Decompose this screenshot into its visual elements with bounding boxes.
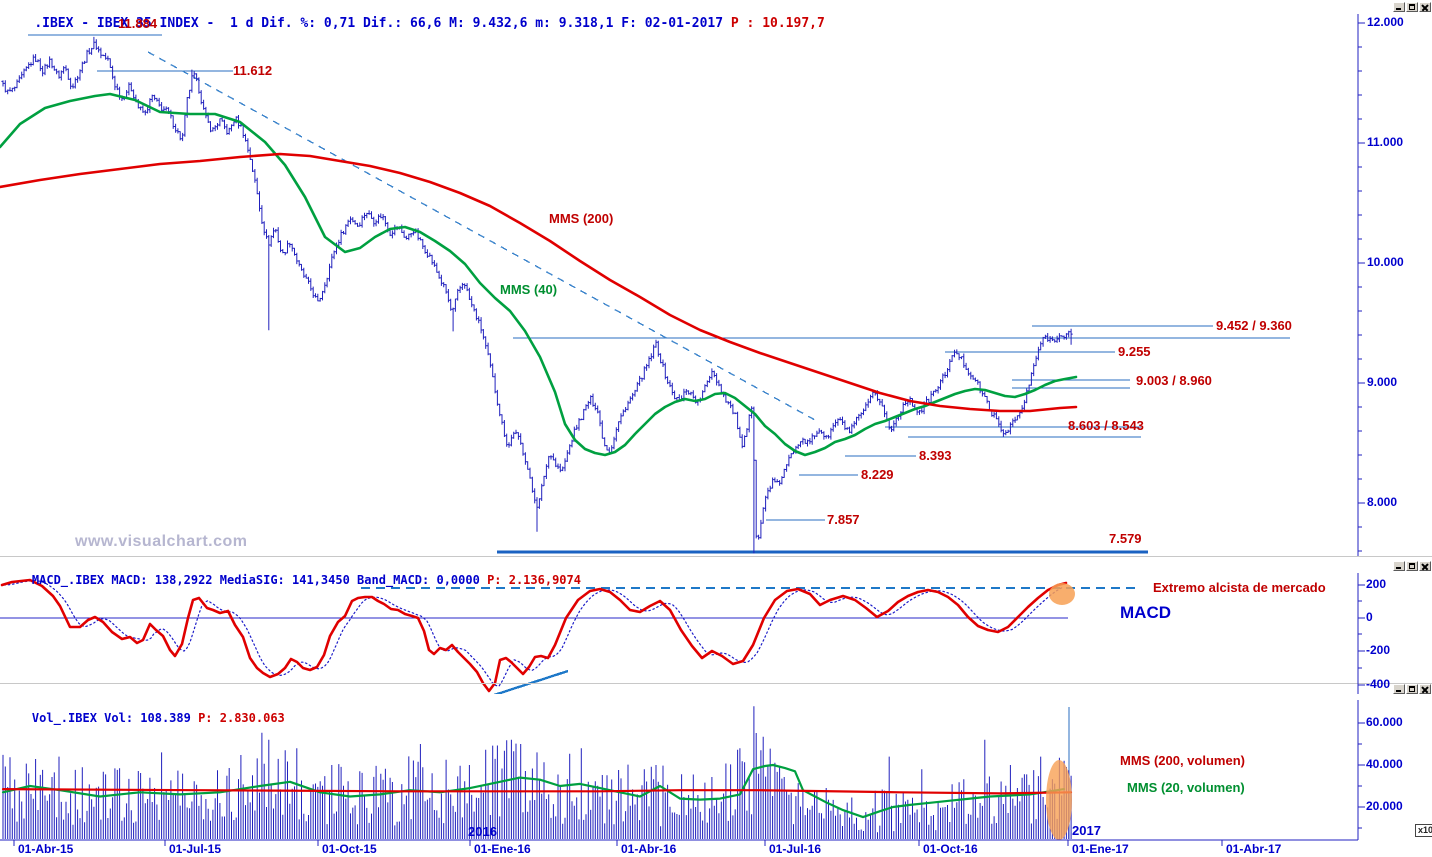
window-button-row: [1393, 561, 1431, 571]
volume-axis-label: 40.000: [1366, 757, 1403, 771]
chart-annotation: 9.255: [1118, 344, 1151, 359]
chart-annotation: MMS (200, volumen): [1120, 753, 1245, 768]
scale-badge: x10: [1415, 824, 1432, 837]
price-axis-label: 9.000: [1367, 375, 1398, 389]
macd-axis-label: 0: [1366, 610, 1373, 624]
macd-header-info: MACD_.IBEX MACD: 138,2922 MediaSIG: 141,…: [31, 573, 488, 587]
date-axis-label: 01-Oct-16: [923, 842, 978, 856]
date-axis-label: 01-Abr-15: [18, 842, 74, 856]
minimize-button[interactable]: [1393, 2, 1405, 12]
chart-annotation: MACD: [1120, 603, 1171, 622]
price-panel-header: .IBEX - IBEX 35 INDEX - 1 d Dif. %: 0,71…: [3, 1, 825, 46]
close-button[interactable]: [1419, 2, 1431, 12]
price-axis-label: 10.000: [1367, 255, 1404, 269]
price-header-info: .IBEX - IBEX 35 INDEX - 1 d Dif. %: 0,71…: [34, 16, 731, 31]
date-axis-label: 01-Abr-17: [1226, 842, 1282, 856]
chart-annotation: 8.603 / 8.543: [1068, 418, 1144, 433]
maximize-button[interactable]: [1406, 2, 1418, 12]
macd-header-period: P: 2.136,9074: [487, 573, 581, 587]
chart-annotation: 9.003 / 8.960: [1136, 373, 1212, 388]
date-axis-label: 01-Jul-16: [769, 842, 822, 856]
minimize-button[interactable]: [1393, 684, 1405, 694]
date-axis-label: 01-Ene-16: [474, 842, 531, 856]
chart-annotation: 2016: [468, 824, 497, 839]
macd-axis-label: -200: [1366, 643, 1391, 657]
chart-annotation: 2017: [1072, 823, 1101, 838]
chart-annotation: 8.229: [861, 467, 894, 482]
chart-annotation: 7.579: [1109, 531, 1142, 546]
macd-axis-label: 200: [1366, 577, 1387, 591]
chart-annotation: MMS (200): [549, 211, 614, 226]
date-axis-label: 01-Ene-17: [1072, 842, 1129, 856]
window-button-row: [1393, 2, 1431, 12]
volume-panel-header: Vol_.IBEX Vol: 108.389 P: 2.830.063: [3, 697, 285, 739]
chart-annotation: 7.857: [827, 512, 860, 527]
date-axis-label: 01-Jul-15: [169, 842, 222, 856]
chart-annotation: 8.393: [919, 448, 952, 463]
price-axis-label: 8.000: [1367, 495, 1398, 509]
window-button-row: [1393, 684, 1431, 694]
chart-annotation: Extremo alcista de mercado: [1153, 580, 1326, 595]
volume-axis-label: 60.000: [1366, 715, 1403, 729]
maximize-button[interactable]: [1406, 561, 1418, 571]
macd-axis-label: -400: [1366, 677, 1391, 691]
volume-header-info: Vol_.IBEX Vol: 108.389: [31, 711, 199, 725]
chart-annotation: MMS (20, volumen): [1127, 780, 1245, 795]
volume-header-period: P: 2.830.063: [198, 711, 285, 725]
price-header-period: P : 10.197,7: [730, 16, 825, 31]
price-axis-label: 12.000: [1367, 15, 1404, 29]
watermark: www.visualchart.com: [75, 533, 248, 550]
maximize-button[interactable]: [1406, 684, 1418, 694]
chart-annotation: 9.452 / 9.360: [1216, 318, 1292, 333]
close-button[interactable]: [1419, 561, 1431, 571]
macd-panel-header: MACD_.IBEX MACD: 138,2922 MediaSIG: 141,…: [3, 559, 581, 601]
chart-annotation: 11.612: [233, 63, 273, 78]
price-axis-label: 11.000: [1367, 135, 1404, 149]
minimize-button[interactable]: [1393, 561, 1405, 571]
date-axis-label: 01-Abr-16: [621, 842, 677, 856]
chart-annotation: 11.884: [118, 16, 158, 31]
close-button[interactable]: [1419, 684, 1431, 694]
chart-annotation: MMS (40): [500, 282, 558, 297]
date-axis-label: 01-Oct-15: [322, 842, 377, 856]
volume-axis-label: 20.000: [1366, 799, 1403, 813]
